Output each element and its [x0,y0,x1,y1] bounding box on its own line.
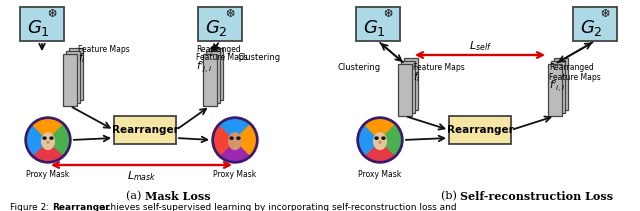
Text: Rearranger: Rearranger [52,203,109,211]
Text: $G_1$: $G_1$ [27,18,49,38]
Wedge shape [28,126,48,154]
Ellipse shape [228,133,241,149]
Circle shape [25,117,71,163]
Text: $f_i$: $f_i$ [413,70,420,84]
Wedge shape [380,126,400,154]
Text: Feature Maps: Feature Maps [413,64,465,73]
FancyBboxPatch shape [554,58,568,110]
Text: $f_i$: $f_i$ [78,51,86,65]
FancyBboxPatch shape [401,61,415,113]
Text: Proxy Mask: Proxy Mask [213,170,257,179]
FancyBboxPatch shape [356,7,400,41]
Text: $G_2$: $G_2$ [580,18,602,38]
FancyBboxPatch shape [206,51,220,103]
Text: Rearranger: Rearranger [447,125,513,135]
FancyBboxPatch shape [209,48,223,100]
Wedge shape [215,126,235,154]
Text: Feature Maps: Feature Maps [78,46,130,54]
Ellipse shape [237,137,240,139]
Wedge shape [34,120,62,140]
Text: Rearranged: Rearranged [549,64,594,73]
Text: $f'_{j,i}$: $f'_{j,i}$ [196,60,212,74]
Ellipse shape [382,137,385,139]
Circle shape [212,117,258,163]
FancyBboxPatch shape [573,7,617,41]
FancyBboxPatch shape [63,54,77,106]
Text: Clustering: Clustering [238,54,281,62]
Text: Rearranger: Rearranger [111,125,179,135]
Wedge shape [360,126,380,154]
Text: $G_2$: $G_2$ [205,18,227,38]
Ellipse shape [50,137,53,139]
Wedge shape [48,126,68,154]
FancyBboxPatch shape [551,61,565,113]
Text: achieves self-supervised learning by incorporating self-reconstruction loss and: achieves self-supervised learning by inc… [97,203,456,211]
Wedge shape [34,140,62,160]
Text: (b): (b) [440,191,460,201]
FancyBboxPatch shape [404,58,418,110]
Text: ❆: ❆ [600,9,610,19]
Ellipse shape [47,142,49,143]
Text: $L_{self}$: $L_{self}$ [468,39,492,53]
Text: Feature Maps: Feature Maps [549,73,601,81]
Ellipse shape [43,137,46,139]
Text: Mask Loss: Mask Loss [145,191,211,202]
Ellipse shape [374,133,387,149]
Circle shape [357,117,403,163]
Ellipse shape [375,137,378,139]
Text: Self-reconstruction Loss: Self-reconstruction Loss [460,191,613,202]
Text: ❆: ❆ [47,9,57,19]
FancyBboxPatch shape [398,64,412,116]
FancyBboxPatch shape [449,116,511,144]
Text: Feature Maps: Feature Maps [196,54,248,62]
Text: Proxy Mask: Proxy Mask [26,170,70,179]
Text: Clustering: Clustering [338,64,381,73]
FancyBboxPatch shape [114,116,176,144]
Text: Rearranged: Rearranged [196,46,241,54]
Text: Proxy Mask: Proxy Mask [358,170,402,179]
FancyBboxPatch shape [69,48,83,100]
Wedge shape [221,120,250,140]
Text: $L_{mask}$: $L_{mask}$ [127,169,156,183]
Wedge shape [221,140,250,160]
Text: ❆: ❆ [225,9,235,19]
Text: $f'_{i,i}$: $f'_{i,i}$ [549,78,566,94]
FancyBboxPatch shape [20,7,64,41]
Ellipse shape [42,133,54,149]
Wedge shape [235,126,255,154]
Wedge shape [365,120,394,140]
FancyBboxPatch shape [203,54,217,106]
FancyBboxPatch shape [66,51,80,103]
Text: Figure 2:: Figure 2: [10,203,52,211]
FancyBboxPatch shape [548,64,562,116]
Text: $G_1$: $G_1$ [363,18,385,38]
Text: ❆: ❆ [383,9,393,19]
Ellipse shape [379,142,381,143]
Text: (a): (a) [126,191,145,201]
Wedge shape [365,140,394,160]
Ellipse shape [230,137,233,139]
FancyBboxPatch shape [198,7,242,41]
